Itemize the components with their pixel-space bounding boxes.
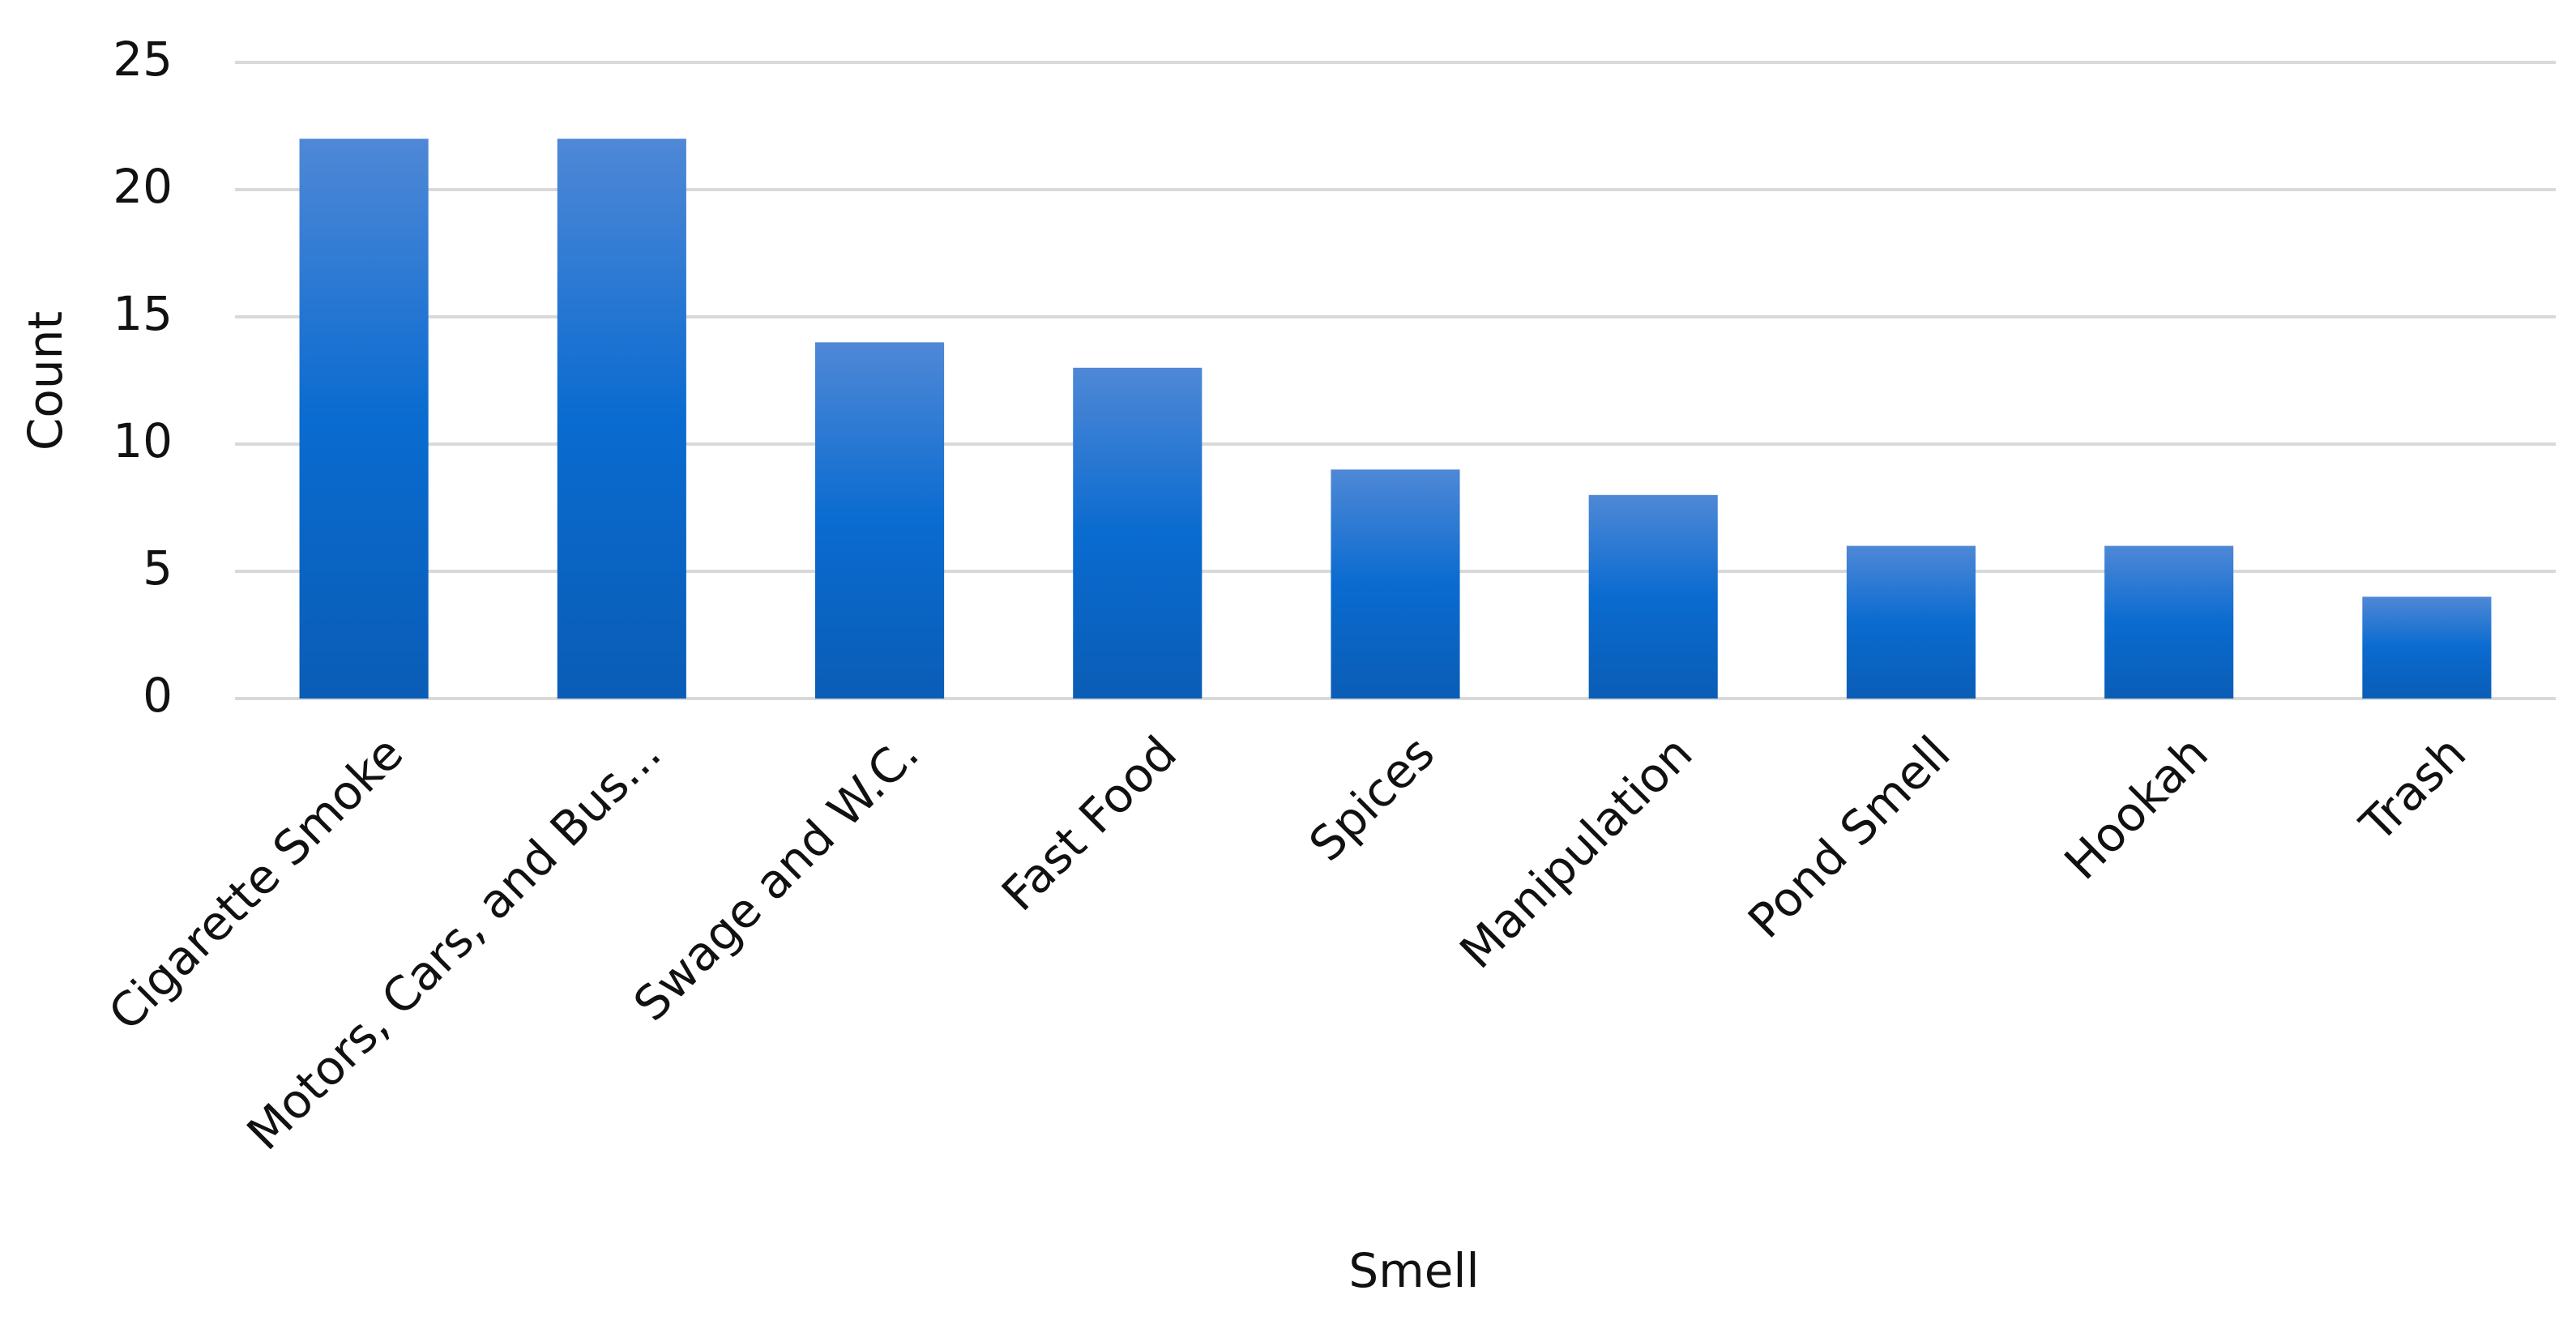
x-tick-label: Fast Food xyxy=(991,725,1187,921)
x-tick-label: Motors, Cars, and Bus... xyxy=(237,725,672,1160)
y-tick-label: 0 xyxy=(143,668,173,723)
bar xyxy=(1331,469,1460,699)
bar xyxy=(299,139,429,699)
bar xyxy=(815,342,945,699)
bar xyxy=(2104,545,2234,699)
y-axis-title: Count xyxy=(18,311,73,451)
y-tick-label: 25 xyxy=(113,32,173,87)
y-tick-label: 15 xyxy=(113,286,173,341)
x-tick-label: Swage and W.C. xyxy=(623,725,929,1032)
bar xyxy=(1073,367,1203,699)
bar xyxy=(2362,596,2492,699)
y-tick-label: 10 xyxy=(113,413,173,468)
x-tick-label: Manipulation xyxy=(1449,725,1702,979)
bar xyxy=(1588,494,1718,699)
x-axis-title: Smell xyxy=(1348,1243,1479,1298)
x-tick-label: Pond Smell xyxy=(1737,725,1961,949)
x-tick-label: Hookah xyxy=(2054,725,2219,890)
y-tick-label: 20 xyxy=(113,159,173,214)
x-tick-label: Trash xyxy=(2349,725,2476,853)
x-tick-label: Spices xyxy=(1299,725,1446,872)
y-tick-label: 5 xyxy=(143,541,173,596)
bar xyxy=(557,139,686,699)
bar xyxy=(1846,545,1976,699)
